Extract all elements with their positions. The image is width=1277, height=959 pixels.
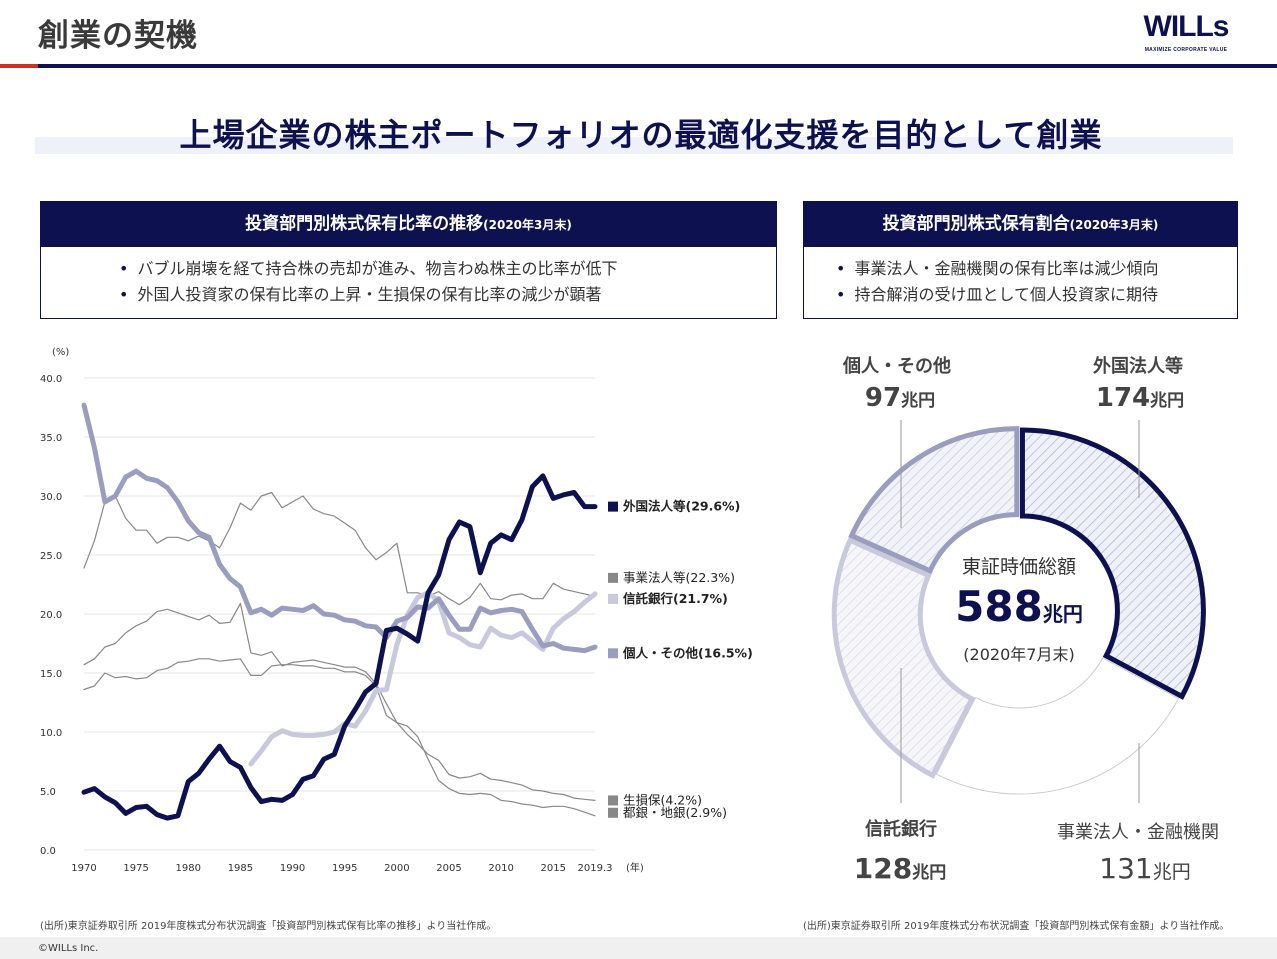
series-line-0 (81, 473, 598, 821)
legend-label: 都銀・地銀(2.9%) (623, 805, 727, 820)
x-tick-label: 1990 (280, 863, 305, 874)
right-panel-bullets: 事業法人・金融機関の保有比率は減少傾向 持合解消の受け皿として個人投資家に期待 (836, 256, 1237, 308)
donut-value-foreign-unit: 兆円 (1150, 391, 1184, 411)
bullet-item: 事業法人・金融機関の保有比率は減少傾向 (836, 256, 1237, 282)
legend-swatch (608, 501, 618, 512)
left-panel-bullets: バブル崩壊を経て持合株の売却が進み、物言わぬ株主の比率が低下 外国人投資家の保有… (119, 256, 776, 308)
headline-highlight (35, 137, 1233, 154)
x-tick-label: 1970 (71, 863, 96, 874)
y-tick-label: 40.0 (40, 374, 62, 385)
legend-swatch (608, 593, 618, 604)
donut-center-note: (2020年7月末) (963, 645, 1074, 664)
legend-label: 信託銀行(21.7%) (623, 591, 728, 606)
right-panel-title-note: (2020年3月末) (1069, 218, 1159, 232)
y-tick-label: 0.0 (40, 846, 56, 857)
x-tick-label: 1985 (228, 863, 253, 874)
legend-label: 生損保(4.2%) (623, 792, 702, 807)
bullet-item: 外国人投資家の保有比率の上昇・生損保の保有比率の減少が顕著 (119, 282, 776, 308)
x-tick-label: 1995 (332, 863, 357, 874)
donut-value-individual-number: 97 (865, 383, 901, 413)
y-tick-label: 35.0 (40, 433, 62, 444)
donut-value-individual-unit: 兆円 (901, 391, 935, 411)
series-line-2 (248, 590, 598, 767)
x-tick-label: 2005 (436, 863, 461, 874)
donut-center-value: 588 (955, 582, 1043, 631)
source-note-right: (出所)東京証券取引所 2019年度株式分布状況調査「投資部門別株式保有金額」よ… (803, 921, 1230, 932)
donut-value-corporate: 131兆円 (1099, 852, 1190, 885)
left-panel-title-note: (2020年3月末) (483, 218, 572, 232)
x-axis-unit: (年) (626, 861, 644, 874)
copyright: ©WILLs Inc. (38, 943, 99, 954)
y-tick-label: 25.0 (40, 551, 62, 562)
donut-value-corporate-number: 131 (1099, 852, 1152, 885)
ownership-donut-chart: 東証時価総額 588兆円 (2020年7月末) 個人・その他 97兆円 外国法人… (831, 355, 1219, 885)
donut-label-corporate: 事業法人・金融機関 (1057, 822, 1219, 843)
legend-label: 外国法人等(29.6%) (622, 499, 740, 514)
donut-value-foreign-number: 174 (1096, 383, 1150, 413)
headline: 上場企業の株主ポートフォリオの最適化支援を目的として創業 (179, 116, 1103, 154)
donut-value-foreign: 174兆円 (1096, 383, 1184, 413)
series-line-1 (83, 491, 596, 606)
header-divider (0, 64, 1277, 68)
company-logo: WILLs MAXIMIZE CORPORATE VALUE (1133, 10, 1239, 56)
donut-segment-3 (848, 426, 1020, 575)
x-tick-label: 2000 (384, 863, 409, 874)
y-tick-label: 30.0 (40, 492, 62, 503)
donut-segment-2 (831, 537, 976, 779)
donut-label-individual: 個人・その他 (842, 355, 951, 377)
y-axis-unit: (%) (52, 347, 69, 358)
x-tick-label: 2010 (488, 863, 513, 874)
logo-wordmark: WILLs (1143, 10, 1230, 43)
y-tick-label: 10.0 (40, 728, 62, 739)
left-panel-body: バブル崩壊を経て持合株の売却が進み、物言わぬ株主の比率が低下 外国人投資家の保有… (40, 247, 777, 319)
donut-label-trust: 信託銀行 (865, 818, 937, 840)
donut-value-trust: 128兆円 (854, 852, 946, 885)
donut-value-individual: 97兆円 (865, 383, 935, 413)
donut-center-label: 東証時価総額 (962, 556, 1076, 578)
y-tick-label: 15.0 (40, 669, 62, 680)
right-panel-body: 事業法人・金融機関の保有比率は減少傾向 持合解消の受け皿として個人投資家に期待 (803, 247, 1238, 319)
donut-value-corporate-unit: 兆円 (1153, 861, 1191, 883)
footer-band (0, 937, 1277, 959)
donut-segment-1 (935, 657, 1180, 795)
y-tick-label: 20.0 (40, 610, 62, 621)
left-panel: 投資部門別株式保有比率の推移(2020年3月末) バブル崩壊を経て持合株の売却が… (40, 201, 777, 319)
left-panel-title: 投資部門別株式保有比率の推移(2020年3月末) (40, 201, 777, 247)
series-line-3 (81, 402, 598, 654)
x-tick-label: 1980 (176, 863, 201, 874)
header-accent (0, 64, 38, 68)
logo-tagline: MAXIMIZE CORPORATE VALUE (1144, 47, 1228, 53)
legend-label: 事業法人等(22.3%) (623, 570, 735, 585)
donut-center-unit: 兆円 (1043, 602, 1083, 626)
donut-value-trust-unit: 兆円 (912, 863, 946, 883)
y-tick-label: 5.0 (40, 787, 56, 798)
bullet-item: バブル崩壊を経て持合株の売却が進み、物言わぬ株主の比率が低下 (119, 256, 776, 282)
legend-swatch (608, 795, 618, 806)
donut-label-foreign: 外国法人等 (1093, 355, 1183, 377)
right-panel: 投資部門別株式保有割合(2020年3月末) 事業法人・金融機関の保有比率は減少傾… (803, 201, 1238, 319)
ownership-line-chart: 40.0 35.0 30.0 25.0 20.0 15.0 10.0 5.0 0.0 1970 1… (40, 347, 753, 874)
donut-value-trust-number: 128 (854, 852, 912, 885)
legend-swatch (608, 572, 618, 583)
left-panel-title-text: 投資部門別株式保有比率の推移 (245, 214, 484, 234)
series-line-4 (83, 602, 596, 801)
series-line-5 (83, 658, 596, 817)
right-panel-title: 投資部門別株式保有割合(2020年3月末) (803, 201, 1238, 247)
legend-label: 個人・その他(16.5%) (622, 645, 753, 660)
legend-swatch (608, 807, 618, 818)
donut-segment-0 (1019, 427, 1206, 700)
bullet-item: 持合解消の受け皿として個人投資家に期待 (836, 282, 1237, 308)
right-panel-title-text: 投資部門別株式保有割合 (882, 214, 1070, 234)
x-tick-label: 2019.3 (578, 863, 613, 874)
page-title: 創業の契機 (38, 18, 198, 54)
x-tick-label: 2015 (541, 863, 566, 874)
source-note-left: (出所)東京証券取引所 2019年度株式分布状況調査「投資部門別株式保有比率の推… (40, 921, 497, 932)
donut-center-total: 588兆円 (955, 582, 1083, 631)
x-tick-label: 1975 (123, 863, 148, 874)
legend-swatch (608, 648, 618, 659)
